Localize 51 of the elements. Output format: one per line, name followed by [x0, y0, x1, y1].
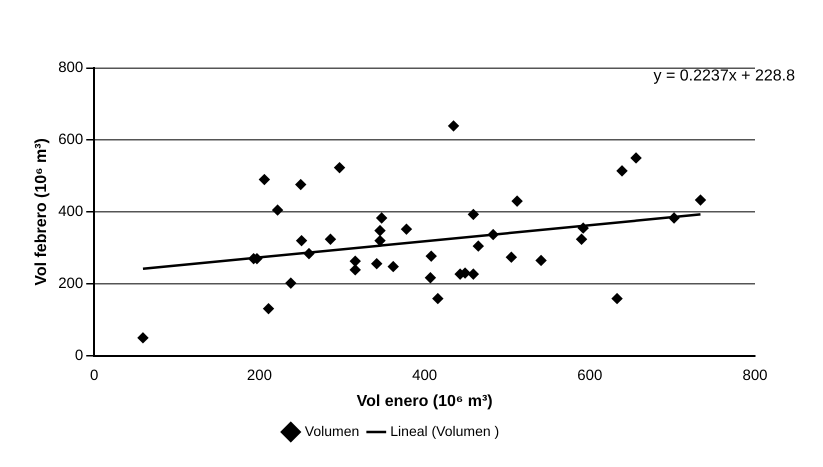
point [371, 258, 382, 270]
point [468, 208, 479, 220]
y-tick-label: 200 [58, 274, 84, 292]
x-axis-title: Vol enero (10⁶ m³) [356, 392, 493, 410]
y-axis-title: Vol febrero (10⁶ m³) [33, 138, 50, 286]
y-tick-label: 800 [58, 59, 84, 76]
point [424, 272, 436, 284]
point [694, 194, 706, 206]
legend-label: Volumen [304, 422, 360, 439]
point [472, 240, 484, 252]
point [376, 212, 388, 224]
point [263, 303, 274, 314]
point [512, 196, 523, 207]
point [324, 234, 336, 245]
point [350, 256, 361, 267]
point [295, 179, 306, 190]
point [400, 224, 412, 235]
point [137, 332, 148, 344]
point [258, 174, 270, 186]
point [426, 250, 437, 262]
x-tick-label: 400 [412, 366, 438, 384]
point [285, 278, 296, 289]
point [488, 229, 499, 240]
point [630, 152, 642, 164]
point [272, 204, 284, 216]
point [612, 293, 623, 304]
y-tick-label: 600 [58, 131, 84, 148]
legend-label: Lineal (Volumen ) [390, 422, 500, 439]
point [350, 264, 361, 276]
point [668, 212, 680, 224]
point [296, 235, 308, 246]
point [432, 293, 444, 304]
y-tick-label: 400 [58, 203, 84, 220]
point [536, 254, 547, 266]
y-tick-label: 0 [74, 346, 84, 364]
x-tick-label: 200 [246, 366, 272, 384]
x-tick-label: 800 [742, 366, 768, 384]
point [468, 268, 479, 280]
point [448, 120, 460, 132]
annotation: y = 0.2237x + 228.8 [654, 67, 796, 84]
point [374, 225, 386, 236]
x-tick-label: 0 [90, 366, 98, 384]
point [374, 235, 386, 246]
point [506, 252, 517, 263]
point [616, 165, 628, 176]
point [578, 222, 589, 234]
x-tick-label: 600 [577, 366, 602, 384]
point [334, 162, 346, 174]
point [388, 261, 399, 272]
point [576, 234, 588, 245]
point [303, 248, 314, 260]
